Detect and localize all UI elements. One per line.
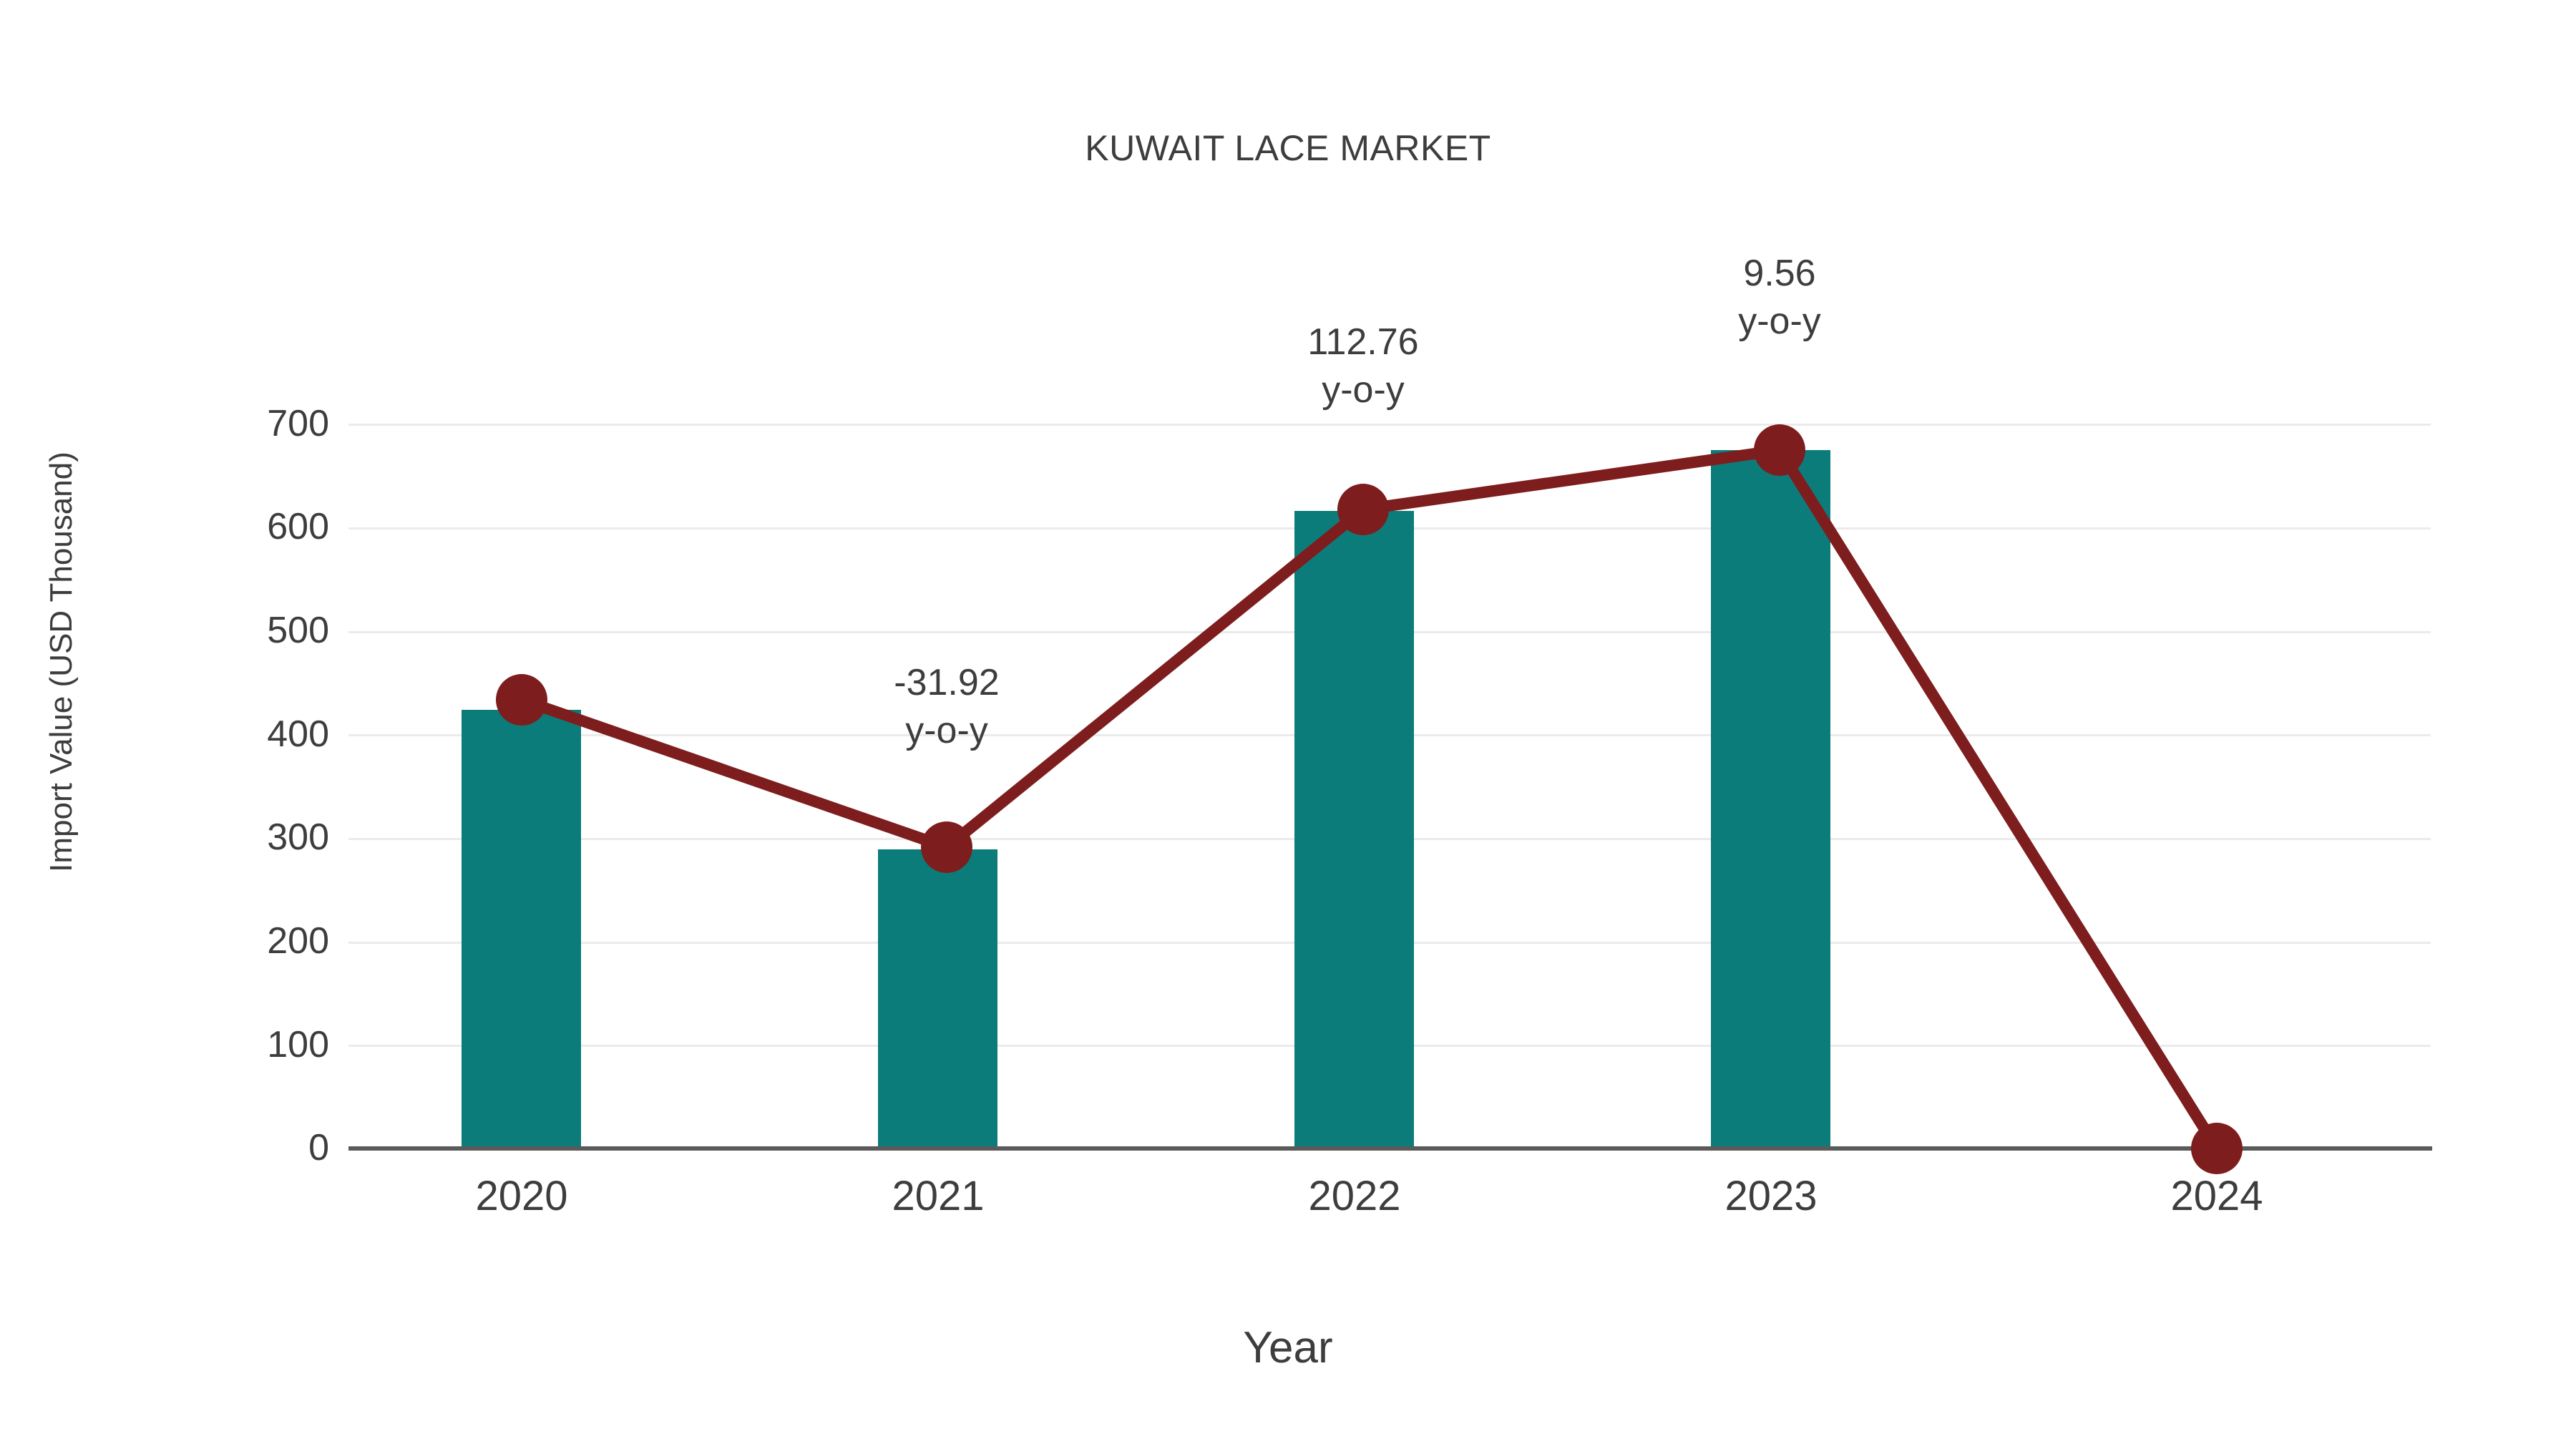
y-tick-label-300: 300 (267, 816, 329, 858)
x-tick-label-2023: 2023 (1724, 1173, 1818, 1219)
annotation-2023-unit: y-o-y (1738, 300, 1821, 342)
y-tick-label-0: 0 (308, 1127, 329, 1169)
annotation-2021-unit: y-o-y (905, 709, 988, 751)
x-tick-label-2021: 2021 (892, 1173, 985, 1219)
chart-title: KUWAIT LACE MARKET (1085, 128, 1491, 168)
x-tick-label-2020: 2020 (475, 1173, 568, 1219)
annotation-2023-value: 9.56 (1743, 253, 1816, 294)
gridline-700 (348, 424, 2431, 426)
y-tick-label-700: 700 (267, 403, 329, 444)
bar-2020[interactable] (462, 710, 581, 1150)
annotation-2021-value: -31.92 (894, 662, 1000, 703)
y-tick-label-400: 400 (267, 713, 329, 755)
y-tick-label-500: 500 (267, 610, 329, 651)
y-tick-label-200: 200 (267, 920, 329, 962)
bar-2023[interactable] (1711, 450, 1830, 1150)
plot-area (348, 411, 2431, 1150)
y-tick-label-600: 600 (267, 506, 329, 547)
x-tick-label-2024: 2024 (2170, 1173, 2263, 1219)
x-axis-line (348, 1146, 2432, 1151)
annotation-2021: -31.92 y-o-y (746, 659, 1147, 754)
x-tick-label-2022: 2022 (1308, 1173, 1401, 1219)
bar-2021[interactable] (878, 849, 997, 1150)
y-tick-label-100: 100 (267, 1024, 329, 1065)
annotation-2023: 9.56 y-o-y (1579, 250, 1980, 345)
annotation-2022-value: 112.76 (1307, 321, 1419, 363)
annotation-2022: 112.76 y-o-y (1163, 318, 1563, 414)
bar-2022[interactable] (1294, 511, 1414, 1150)
annotation-2022-unit: y-o-y (1322, 369, 1405, 411)
x-axis-title: Year (1243, 1323, 1333, 1372)
